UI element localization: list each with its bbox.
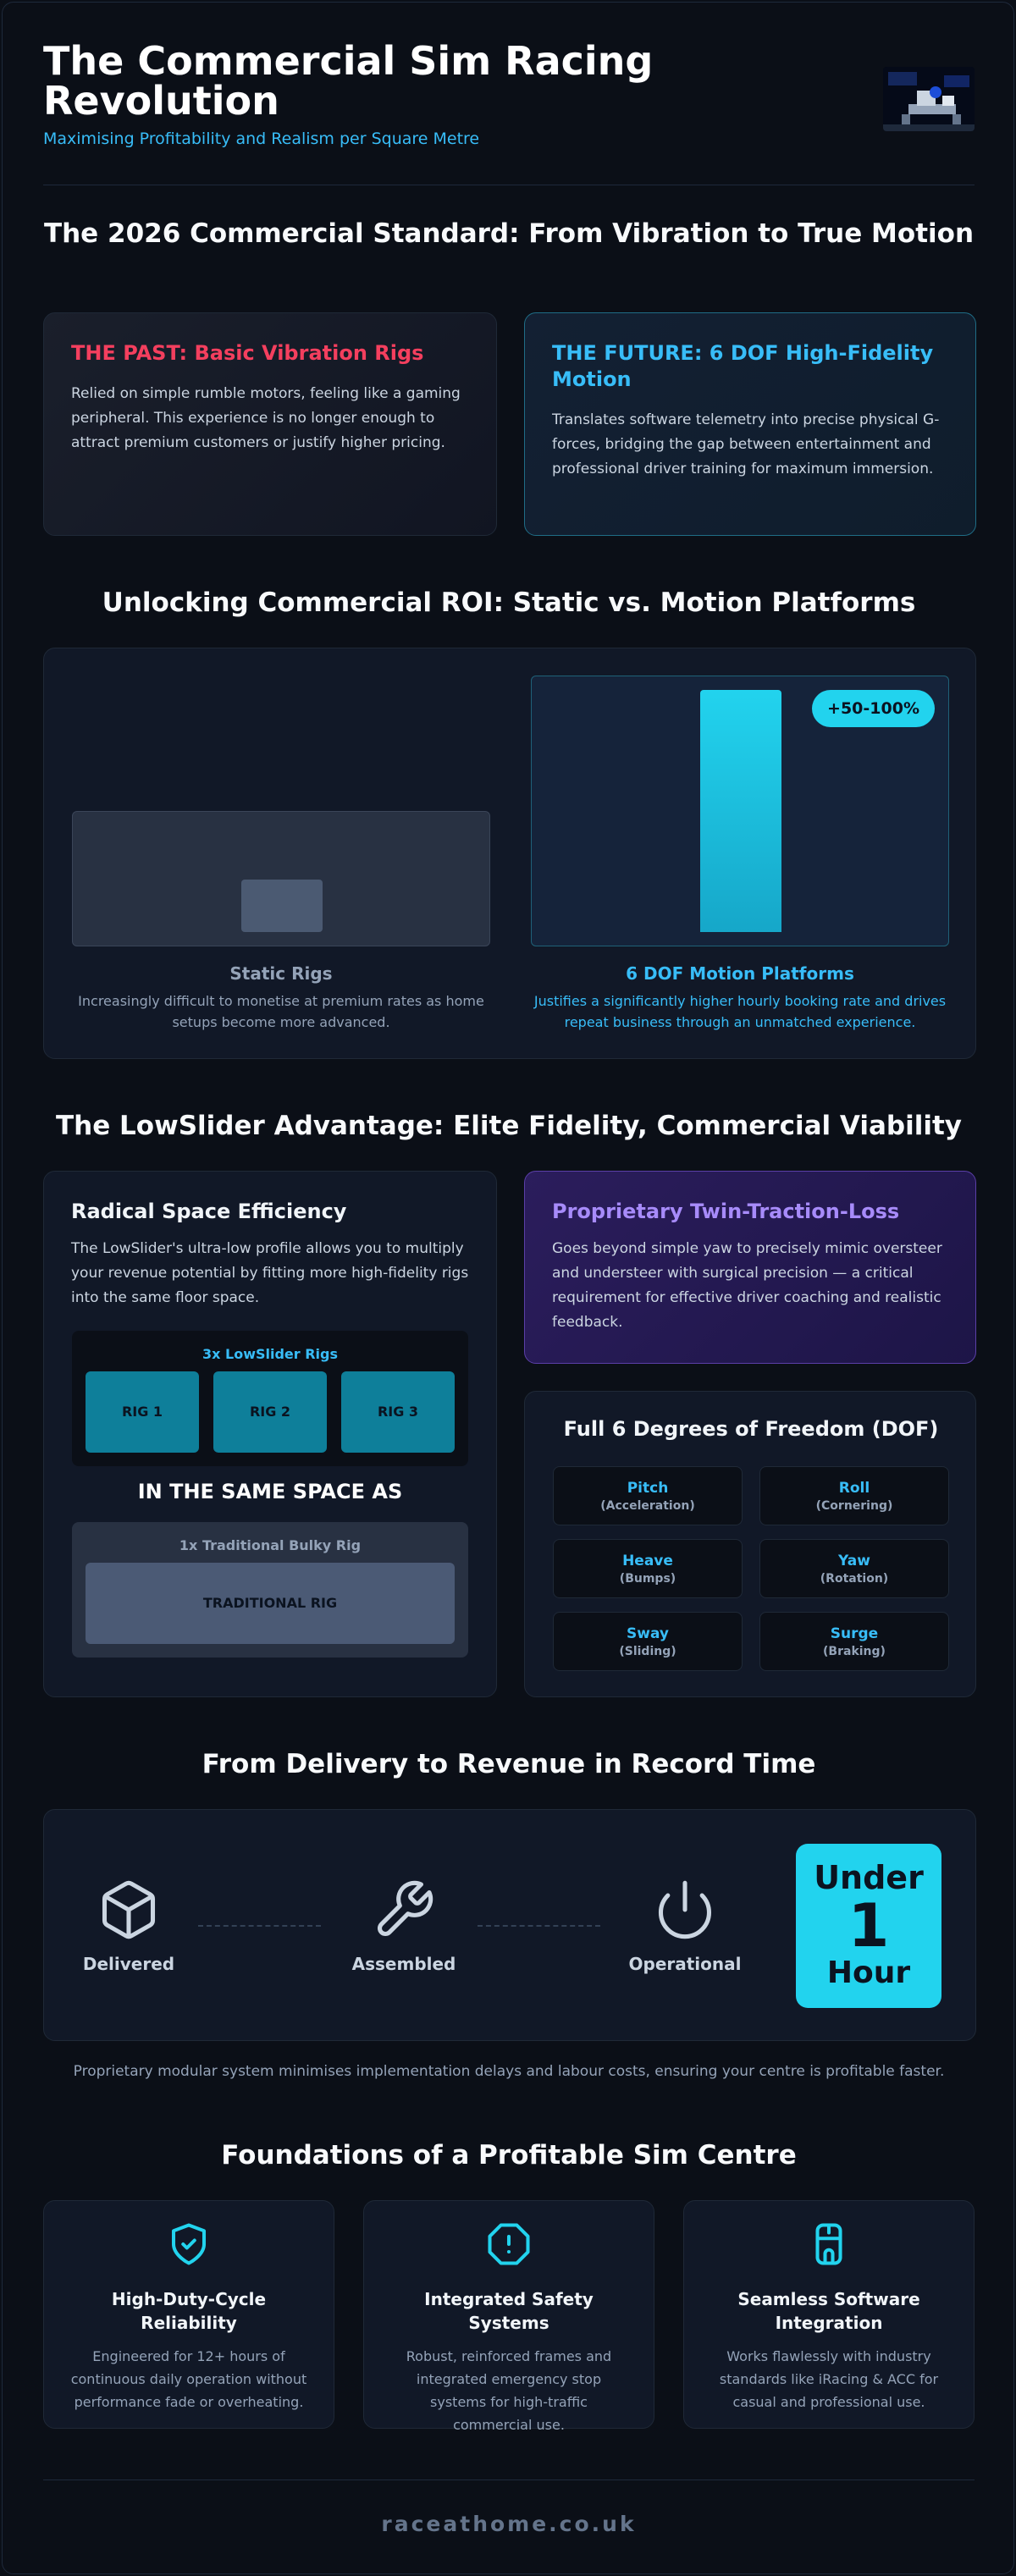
- wrench-icon: [366, 1878, 442, 1945]
- revenue-increase-badge: +50-100%: [812, 690, 935, 727]
- dof-item-heave: Heave (Bumps): [553, 1539, 743, 1598]
- motion-text: Justifies a significantly higher hourly …: [533, 993, 947, 1030]
- plug-icon: [684, 2221, 974, 2270]
- dof-name: Heave: [622, 1553, 673, 1569]
- future-card-text: Translates software telemetry into preci…: [552, 411, 940, 477]
- traction-card-title: Proprietary Twin-Traction-Loss: [552, 1200, 900, 1223]
- footer-site-link[interactable]: raceathome.co.uk: [381, 2512, 637, 2536]
- traction-loss-card: Proprietary Twin-Traction-Loss Goes beyo…: [524, 1171, 976, 1364]
- racing-rig-photo: [883, 67, 975, 131]
- foundation-title: High-Duty-Cycle Reliability: [111, 2289, 267, 2333]
- foundation-text: Engineered for 12+ hours of continuous d…: [70, 2348, 307, 2410]
- badge-hour: Hour: [826, 1955, 911, 1990]
- foundation-card-reliability: High-Duty-Cycle Reliability Engineered f…: [43, 2200, 334, 2429]
- step-label-delivered: Delivered: [82, 1954, 175, 1974]
- foundation-text: Works flawlessly with industry standards…: [719, 2348, 939, 2410]
- static-rig-panel: [72, 811, 490, 946]
- page-subtitle: Maximising Profitability and Realism per…: [43, 130, 480, 148]
- dof-card: Full 6 Degrees of Freedom (DOF) Pitch (A…: [524, 1391, 976, 1697]
- step-label-assembled: Assembled: [351, 1954, 456, 1974]
- page-header: The Commercial Sim Racing Revolution Max…: [43, 41, 975, 185]
- alert-octagon-icon: [364, 2221, 654, 2270]
- foundation-title: Seamless Software Integration: [737, 2289, 920, 2333]
- future-card-title: THE FUTURE: 6 DOF High-Fidelity Motion: [552, 341, 934, 391]
- space-efficiency-card: Radical Space Efficiency The LowSlider's…: [43, 1171, 497, 1697]
- box-icon: [91, 1878, 167, 1945]
- motion-rig-panel: +50-100%: [531, 676, 949, 946]
- section-title-standard: The 2026 Commercial Standard: From Vibra…: [43, 218, 975, 249]
- lowslider-rigs-label: 3x LowSlider Rigs: [202, 1346, 339, 1362]
- rig-tile: RIG 3: [341, 1371, 455, 1453]
- dof-item-pitch: Pitch (Acceleration): [553, 1466, 743, 1525]
- badge-number: 1: [848, 1891, 890, 1961]
- power-icon: [647, 1878, 723, 1945]
- traditional-rig-label: 1x Traditional Bulky Rig: [179, 1537, 362, 1553]
- lowslider-rigs-group: 3x LowSlider Rigs RIG 1 RIG 2 RIG 3: [72, 1331, 468, 1466]
- future-card: THE FUTURE: 6 DOF High-Fidelity Motion T…: [524, 312, 976, 536]
- past-card-title: THE PAST: Basic Vibration Rigs: [71, 341, 424, 365]
- section-title-foundations: Foundations of a Profitable Sim Centre: [221, 2140, 797, 2171]
- dof-title: Full 6 Degrees of Freedom (DOF): [563, 1417, 939, 1441]
- dof-desc: (Cornering): [815, 1499, 893, 1513]
- dof-item-sway: Sway (Sliding): [553, 1612, 743, 1671]
- traction-card-text: Goes beyond simple yaw to precisely mimi…: [552, 1240, 942, 1331]
- dof-item-roll: Roll (Cornering): [759, 1466, 949, 1525]
- dof-name: Pitch: [627, 1480, 669, 1497]
- motion-label: 6 DOF Motion Platforms: [626, 963, 854, 984]
- static-text: Increasingly difficult to monetise at pr…: [78, 993, 484, 1030]
- footer-divider: [43, 2479, 975, 2480]
- foundation-text: Robust, reinforced frames and integrated…: [406, 2348, 612, 2433]
- space-card-text: The LowSlider's ultra-low profile allows…: [71, 1240, 469, 1306]
- dof-desc: (Bumps): [619, 1572, 676, 1586]
- section-title-roi: Unlocking Commercial ROI: Static vs. Mot…: [102, 587, 916, 618]
- foundation-card-safety: Integrated Safety Systems Robust, reinfo…: [363, 2200, 654, 2433]
- dof-desc: (Acceleration): [600, 1499, 695, 1513]
- step-label-operational: Operational: [628, 1954, 742, 1974]
- roi-card: Static Rigs Increasingly difficult to mo…: [43, 648, 976, 1059]
- dof-desc: (Sliding): [619, 1645, 676, 1658]
- past-card: THE PAST: Basic Vibration Rigs Relied on…: [43, 312, 497, 536]
- past-card-text: Relied on simple rumble motors, feeling …: [71, 385, 461, 451]
- dof-name: Sway: [627, 1625, 669, 1642]
- step-connector: [478, 1925, 600, 1927]
- rig-tile: RIG 2: [213, 1371, 327, 1453]
- traditional-rig-tile: TRADITIONAL RIG: [86, 1563, 455, 1644]
- dof-item-yaw: Yaw (Rotation): [759, 1539, 949, 1598]
- delivery-note: Proprietary modular system minimises imp…: [73, 2063, 945, 2080]
- dof-name: Yaw: [838, 1553, 870, 1569]
- section-title-delivery: From Delivery to Revenue in Record Time: [202, 1749, 816, 1779]
- step-connector: [198, 1925, 321, 1927]
- section-title-lowslider: The LowSlider Advantage: Elite Fidelity,…: [55, 1111, 963, 1141]
- page-title: The Commercial Sim Racing Revolution: [43, 38, 654, 124]
- rig-tile: RIG 1: [86, 1371, 199, 1453]
- badge-under: Under: [814, 1859, 924, 1896]
- dof-item-surge: Surge (Braking): [759, 1612, 949, 1671]
- dof-name: Roll: [838, 1480, 870, 1497]
- under-one-hour-badge: Under 1 Hour: [796, 1844, 941, 2008]
- shield-check-icon: [44, 2221, 334, 2270]
- static-bar: [241, 880, 323, 932]
- dof-desc: (Braking): [823, 1645, 886, 1658]
- same-space-label: IN THE SAME SPACE AS: [137, 1480, 403, 1503]
- foundation-title: Integrated Safety Systems: [424, 2289, 594, 2333]
- delivery-card: Delivered Assembled Operational Under 1 …: [43, 1809, 976, 2041]
- dof-desc: (Rotation): [820, 1572, 889, 1586]
- foundation-card-software: Seamless Software Integration Works flaw…: [683, 2200, 975, 2429]
- static-label: Static Rigs: [229, 963, 333, 984]
- space-card-title: Radical Space Efficiency: [71, 1200, 347, 1223]
- traditional-rig-group: 1x Traditional Bulky Rig TRADITIONAL RIG: [72, 1522, 468, 1658]
- motion-bar: [700, 690, 781, 932]
- dof-name: Surge: [830, 1625, 879, 1642]
